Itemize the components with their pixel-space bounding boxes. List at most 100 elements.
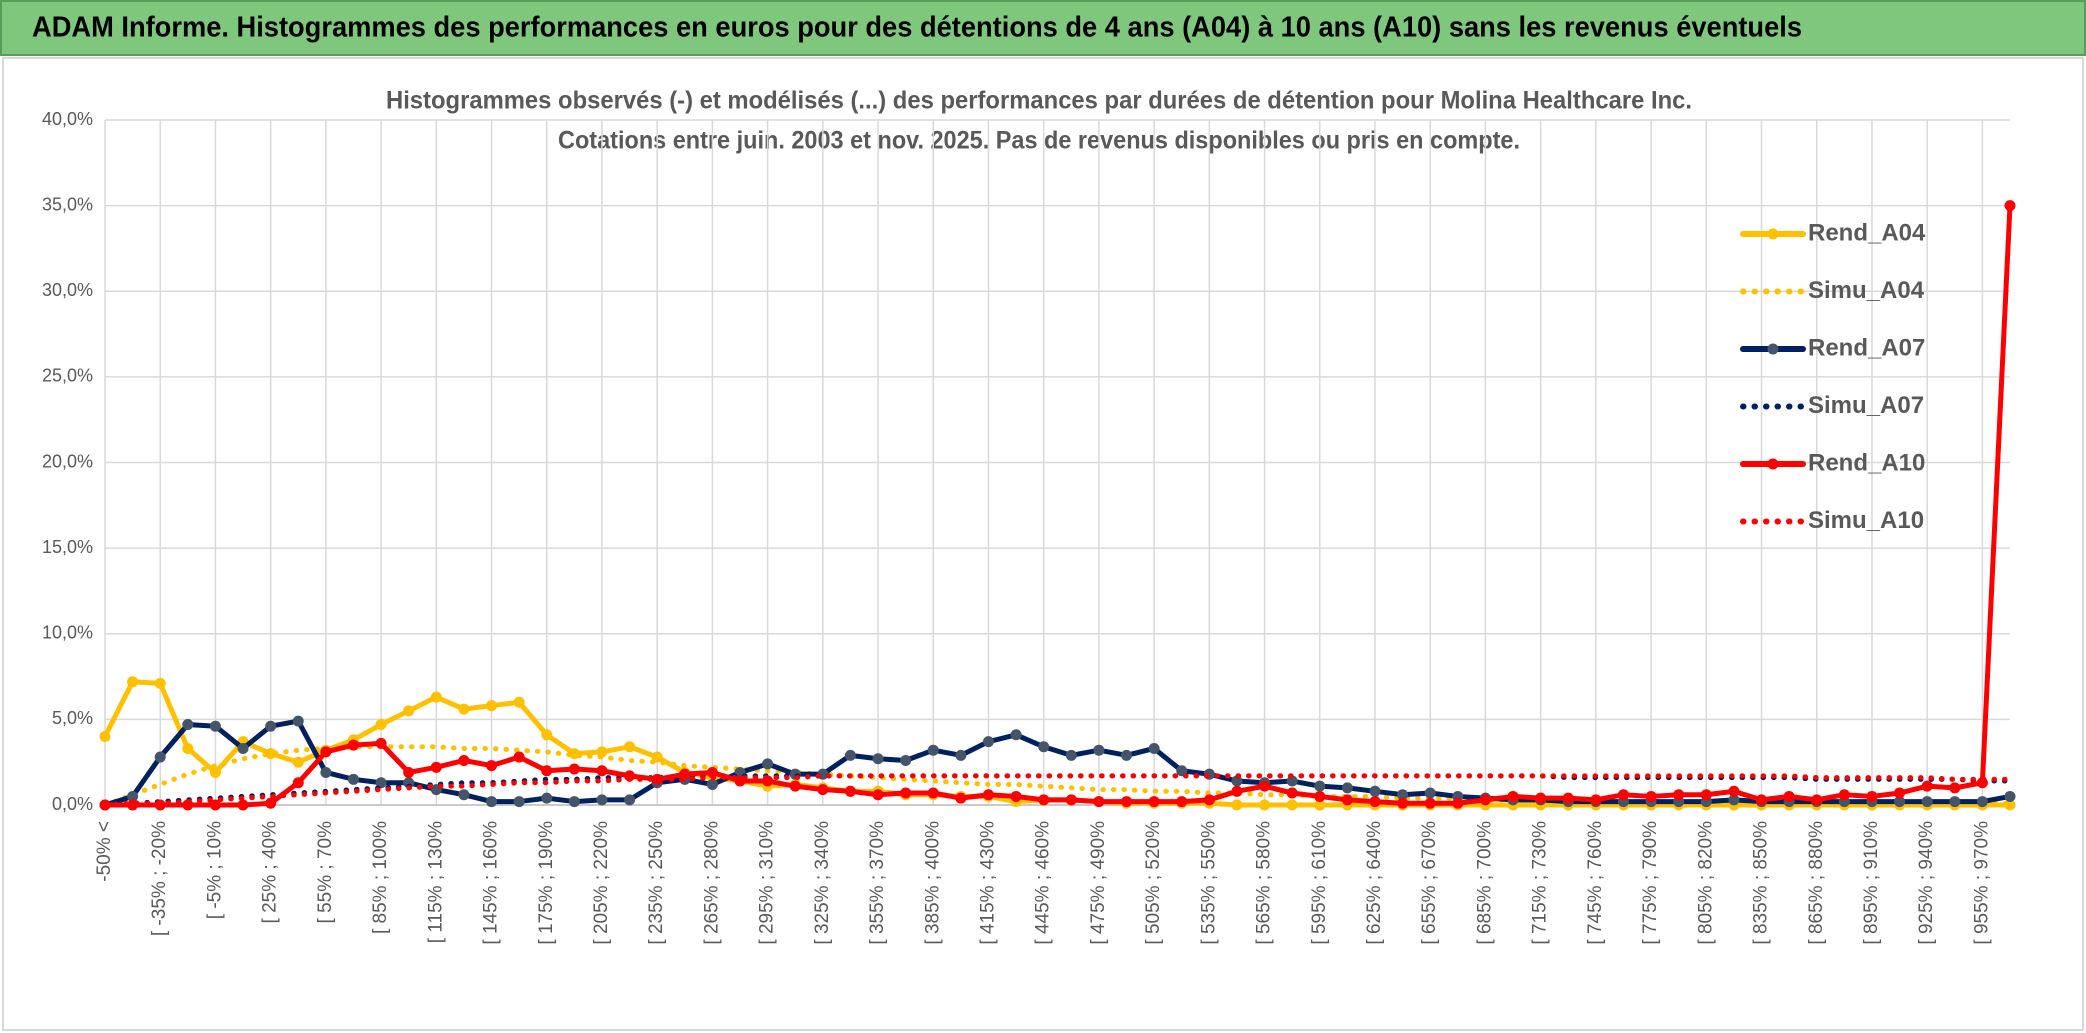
series-line [102,718,2013,808]
data-point [1756,794,1768,806]
x-tick-label: [ 865% ; 880% [1806,821,1827,945]
data-point [1838,789,1850,801]
data-point [265,748,277,760]
x-tick-label: [ 925% ; 940% [1916,821,1937,945]
data-point [1645,790,1657,802]
y-tick-label: 20,0% [42,451,93,471]
x-tick-label: [ 745% ; 760% [1585,821,1606,945]
data-point [1728,794,1740,806]
data-point [1341,782,1353,794]
data-point [320,766,332,778]
data-point [927,744,939,756]
x-tick-label: [ 265% ; 280% [701,821,722,945]
data-point [651,751,663,763]
data-point [1424,797,1436,809]
data-point [1590,794,1602,806]
data-point [513,751,525,763]
y-tick-label: 40,0% [42,109,93,129]
data-point [1093,744,1105,756]
data-point [458,754,470,766]
data-point [844,785,856,797]
data-point [1259,780,1271,792]
y-tick-label: 30,0% [42,280,93,300]
data-point [458,703,470,715]
data-point [1038,741,1050,753]
data-point [1562,792,1574,804]
data-point [1617,789,1629,801]
data-point [209,799,221,811]
data-point [237,799,249,811]
data-point [154,751,166,763]
x-tick-label: [ 715% ; 730% [1530,821,1551,945]
data-point [292,756,304,768]
data-point [486,760,498,772]
data-point [1949,796,1961,808]
data-point [1259,799,1271,811]
data-point [1535,792,1547,804]
data-point [1866,790,1878,802]
data-point [982,789,994,801]
data-point [2004,200,2016,212]
data-point [292,715,304,727]
data-point [762,758,774,770]
data-point [375,719,387,731]
x-tick-label: [ 295% ; 310% [757,821,778,945]
data-point [127,790,139,802]
legend-label: Rend_A10 [1808,449,1925,476]
header-title: ADAM Informe. Histogrammes des performan… [32,12,1802,44]
data-point [982,736,994,748]
data-point [1397,797,1409,809]
data-point [1479,794,1491,806]
x-tick-label: [ 175% ; 190% [536,821,557,945]
data-point [403,766,415,778]
x-tick-label: [ 355% ; 370% [867,821,888,945]
data-point [99,731,111,742]
series-line [102,773,2013,808]
data-point [209,720,221,732]
y-tick-label: 5,0% [52,708,93,728]
data-point [430,691,442,703]
data-point [872,753,884,765]
chart-title: Histogrammes observés (-) et modélisés (… [386,87,1692,115]
data-point [1369,785,1381,797]
x-tick-label: [ 685% ; 700% [1474,821,1495,945]
data-point [624,741,636,753]
data-point [1811,794,1823,806]
data-point [320,746,332,758]
data-point [1176,765,1188,777]
data-point [1397,789,1409,801]
data-point [1921,780,1933,792]
x-tick-label: [ 445% ; 460% [1033,821,1054,945]
data-point [1176,796,1188,808]
data-point [1452,797,1464,809]
x-tick-label: [ 385% ; 400% [922,821,943,945]
legend-marker [1767,343,1779,355]
data-point [927,787,939,799]
data-point [375,777,387,789]
x-tick-label: [ 895% ; 910% [1861,821,1882,945]
x-tick-label: [ 595% ; 610% [1309,821,1330,945]
data-point [513,796,525,808]
data-point [1369,796,1381,808]
chart-subtitle: Cotations entre juin. 2003 et nov. 2025.… [558,127,1520,155]
data-point [1065,749,1077,761]
data-point [1121,796,1133,808]
x-tick-label: [ 25% ; 40% [260,821,281,924]
data-point [844,749,856,761]
header-bar [0,0,2086,56]
data-point [596,765,608,777]
data-point [1894,787,1906,799]
data-point [1231,785,1243,797]
data-point [1148,742,1160,754]
legend-label: Simu_A07 [1808,392,1924,419]
data-point [789,780,801,792]
data-point [237,742,249,754]
data-point [458,789,470,801]
data-point [1673,789,1685,801]
x-tick-label: [ 805% ; 820% [1695,821,1716,945]
plot [99,200,2016,811]
data-point [955,749,967,761]
x-tick-label: [ -5% ; 10% [204,821,225,919]
data-point [1286,799,1298,811]
